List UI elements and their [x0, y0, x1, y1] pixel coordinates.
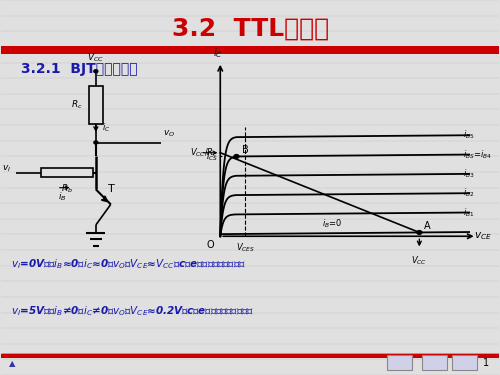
- Circle shape: [94, 70, 98, 73]
- Text: $i_{B3}$: $i_{B3}$: [463, 168, 474, 180]
- Text: $v_I$=5V时：$i_B$≠0，$i_C$≠0，$v_O$＝$V_{CE}$≈0.2V，c、e极之间近似于短路，: $v_I$=5V时：$i_B$≠0，$i_C$≠0，$v_O$＝$V_{CE}$…: [11, 304, 254, 318]
- Text: $V_{CES}$: $V_{CES}$: [236, 242, 255, 254]
- Text: $V_{CC}$: $V_{CC}$: [412, 254, 428, 267]
- Bar: [422, 355, 446, 370]
- Bar: [2, 46, 499, 54]
- Text: $i_B$: $i_B$: [58, 190, 66, 203]
- Text: ↵: ↵: [460, 358, 468, 367]
- Text: $R_c$: $R_c$: [71, 99, 83, 111]
- Text: A: A: [424, 220, 431, 231]
- Text: $R_b$: $R_b$: [61, 183, 73, 195]
- Text: >>: >>: [426, 358, 442, 367]
- Text: $V_{CC}$: $V_{CC}$: [88, 52, 104, 64]
- Circle shape: [94, 141, 98, 144]
- Text: T: T: [108, 184, 115, 194]
- Text: $i_C$: $i_C$: [213, 46, 222, 60]
- Text: $V_{CC}/R_c$: $V_{CC}/R_c$: [190, 147, 218, 159]
- Text: ▲: ▲: [8, 359, 15, 368]
- Bar: [452, 355, 476, 370]
- Bar: [89, 86, 103, 124]
- Bar: [41, 168, 94, 177]
- Text: $I_{CS}$: $I_{CS}$: [206, 150, 218, 163]
- Text: 3.2.1  BJT的开关特性: 3.2.1 BJT的开关特性: [21, 62, 138, 76]
- Text: $v_I$=0V时：$i_B$≈0，$i_C$≈0，$v_O$＝$V_{CE}$≈$V_{CC}$，c、e极之间近似于开路，: $v_I$=0V时：$i_B$≈0，$i_C$≈0，$v_O$＝$V_{CE}$…: [11, 257, 246, 271]
- Text: $i_B$=0: $i_B$=0: [322, 217, 342, 230]
- Text: O: O: [206, 240, 214, 250]
- Text: $i_C$: $i_C$: [102, 121, 110, 134]
- Text: 1: 1: [483, 357, 489, 368]
- Bar: [387, 355, 412, 370]
- Text: $v_I$: $v_I$: [2, 164, 11, 174]
- Circle shape: [234, 154, 239, 158]
- Text: $i_{B5}$: $i_{B5}$: [463, 129, 474, 141]
- Text: 3.2  TTL逻辑门: 3.2 TTL逻辑门: [172, 17, 328, 41]
- Text: $i_{B1}$: $i_{B1}$: [463, 206, 474, 219]
- Text: $i_{B2}$: $i_{B2}$: [463, 187, 474, 200]
- Text: <<: <<: [392, 358, 407, 367]
- Text: $v_{CE}$: $v_{CE}$: [474, 230, 492, 242]
- Text: $i_{BS}$=$i_{B4}$: $i_{BS}$=$i_{B4}$: [463, 148, 492, 161]
- Circle shape: [417, 231, 422, 234]
- Text: B: B: [242, 145, 249, 154]
- Text: $v_O$: $v_O$: [163, 128, 175, 139]
- Bar: [2, 354, 499, 358]
